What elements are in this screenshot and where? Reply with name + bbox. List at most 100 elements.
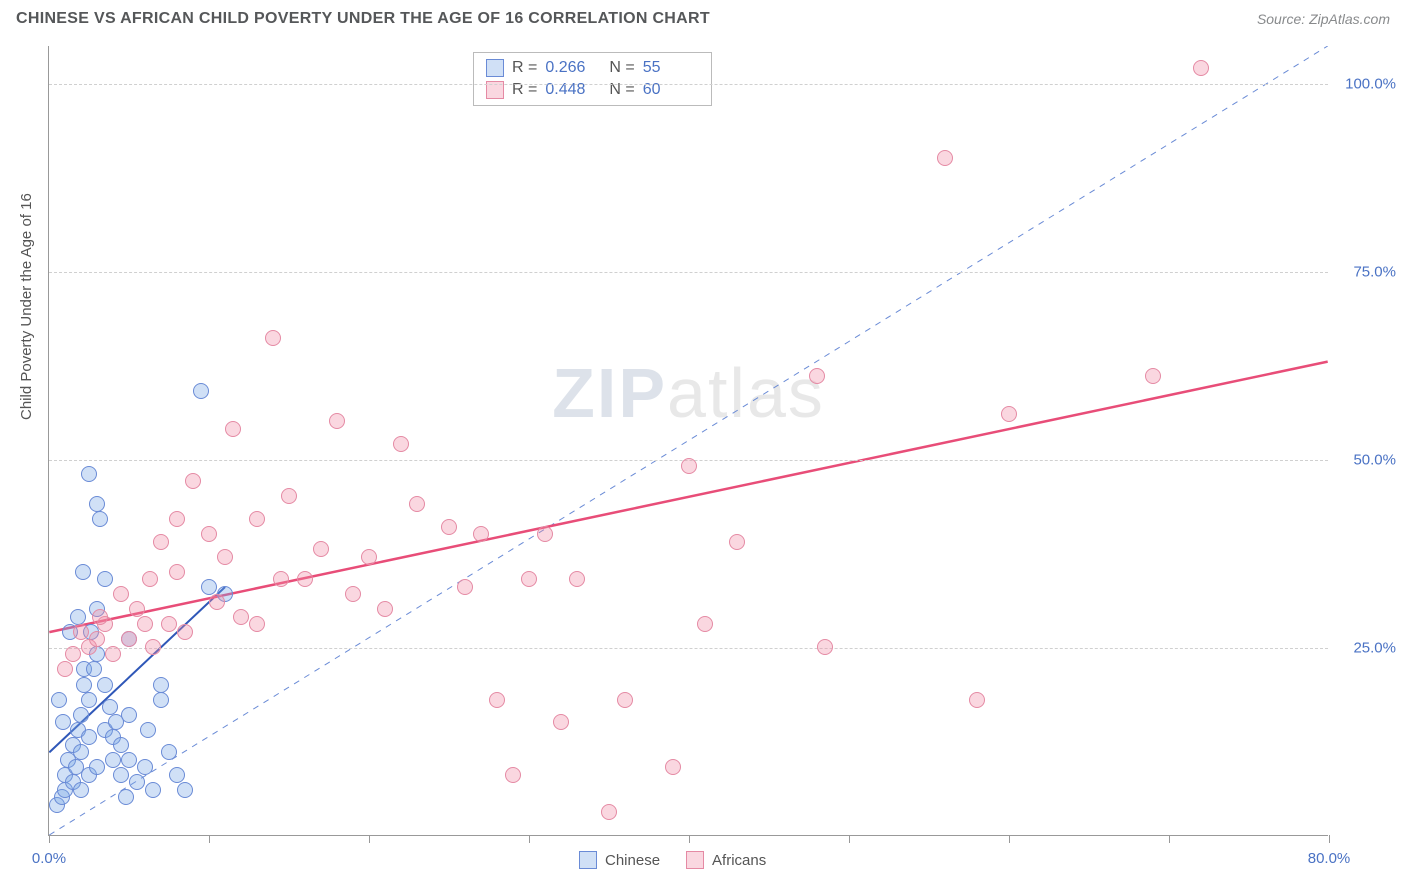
gridline-h xyxy=(49,272,1328,273)
watermark-zip: ZIP xyxy=(552,354,667,432)
watermark: ZIPatlas xyxy=(552,353,825,433)
stats-row-africans: R = 0.448 N = 60 xyxy=(486,79,699,101)
chart-title: CHINESE VS AFRICAN CHILD POVERTY UNDER T… xyxy=(16,10,710,28)
x-tick xyxy=(529,835,530,843)
scatter-point-africans xyxy=(569,571,585,587)
scatter-point-chinese xyxy=(161,744,177,760)
watermark-atlas: atlas xyxy=(667,354,825,432)
scatter-point-africans xyxy=(249,616,265,632)
scatter-point-chinese xyxy=(129,774,145,790)
scatter-point-africans xyxy=(142,571,158,587)
scatter-point-africans xyxy=(681,458,697,474)
chart-line xyxy=(49,46,1327,835)
y-axis-label: Child Poverty Under the Age of 16 xyxy=(18,193,35,420)
x-tick-label: 0.0% xyxy=(32,850,66,867)
scatter-point-africans xyxy=(265,330,281,346)
source-attribution: Source: ZipAtlas.com xyxy=(1257,11,1390,27)
y-tick-label: 75.0% xyxy=(1353,263,1396,280)
x-tick xyxy=(369,835,370,843)
scatter-point-africans xyxy=(297,571,313,587)
scatter-point-africans xyxy=(1001,406,1017,422)
legend-item-chinese: Chinese xyxy=(579,851,660,869)
x-tick xyxy=(849,835,850,843)
legend-label-africans: Africans xyxy=(712,852,766,869)
scatter-point-chinese xyxy=(145,782,161,798)
scatter-point-africans xyxy=(345,586,361,602)
scatter-point-africans xyxy=(233,609,249,625)
scatter-point-chinese xyxy=(86,661,102,677)
scatter-point-africans xyxy=(313,541,329,557)
bottom-legend: Chinese Africans xyxy=(579,851,766,869)
scatter-point-africans xyxy=(489,692,505,708)
scatter-point-africans xyxy=(937,150,953,166)
scatter-point-chinese xyxy=(89,759,105,775)
scatter-point-africans xyxy=(441,519,457,535)
scatter-point-chinese xyxy=(102,699,118,715)
x-tick xyxy=(1169,835,1170,843)
scatter-point-chinese xyxy=(137,759,153,775)
scatter-point-chinese xyxy=(81,466,97,482)
scatter-point-africans xyxy=(105,646,121,662)
scatter-point-africans xyxy=(145,639,161,655)
x-tick xyxy=(49,835,50,843)
scatter-point-chinese xyxy=(51,692,67,708)
scatter-point-chinese xyxy=(73,782,89,798)
scatter-point-africans xyxy=(809,368,825,384)
scatter-point-africans xyxy=(217,549,233,565)
scatter-point-africans xyxy=(505,767,521,783)
scatter-point-africans xyxy=(377,601,393,617)
r-value-0: 0.266 xyxy=(545,59,601,77)
legend-swatch-chinese xyxy=(579,851,597,869)
scatter-point-chinese xyxy=(169,767,185,783)
scatter-point-chinese xyxy=(81,729,97,745)
scatter-point-chinese xyxy=(118,789,134,805)
scatter-point-chinese xyxy=(201,579,217,595)
scatter-point-chinese xyxy=(76,677,92,693)
scatter-point-chinese xyxy=(153,692,169,708)
scatter-point-africans xyxy=(177,624,193,640)
scatter-point-africans xyxy=(201,526,217,542)
x-tick xyxy=(1329,835,1330,843)
scatter-point-chinese xyxy=(105,752,121,768)
x-tick xyxy=(689,835,690,843)
scatter-point-africans xyxy=(225,421,241,437)
gridline-h xyxy=(49,84,1328,85)
scatter-point-chinese xyxy=(75,564,91,580)
stats-legend-box: R = 0.266 N = 55 R = 0.448 N = 60 xyxy=(473,52,712,106)
scatter-point-africans xyxy=(665,759,681,775)
scatter-point-africans xyxy=(92,609,108,625)
x-tick xyxy=(1009,835,1010,843)
chart-line xyxy=(49,362,1327,633)
scatter-point-africans xyxy=(273,571,289,587)
scatter-point-chinese xyxy=(55,714,71,730)
n-label-0: N = xyxy=(609,59,634,77)
scatter-point-africans xyxy=(73,624,89,640)
scatter-point-africans xyxy=(457,579,473,595)
scatter-point-africans xyxy=(185,473,201,489)
scatter-point-africans xyxy=(1193,60,1209,76)
scatter-point-chinese xyxy=(73,744,89,760)
scatter-point-africans xyxy=(121,631,137,647)
y-tick-label: 25.0% xyxy=(1353,639,1396,656)
y-tick-label: 50.0% xyxy=(1353,451,1396,468)
scatter-point-africans xyxy=(153,534,169,550)
chart-lines-svg xyxy=(49,46,1328,835)
scatter-point-chinese xyxy=(70,609,86,625)
scatter-point-chinese xyxy=(193,383,209,399)
scatter-point-africans xyxy=(601,804,617,820)
scatter-point-africans xyxy=(209,594,225,610)
scatter-point-chinese xyxy=(97,677,113,693)
scatter-point-chinese xyxy=(121,752,137,768)
scatter-point-africans xyxy=(65,646,81,662)
scatter-point-africans xyxy=(537,526,553,542)
n-value-0: 55 xyxy=(643,59,699,77)
correlation-chart: ZIPatlas R = 0.266 N = 55 R = 0.448 N = … xyxy=(48,46,1328,836)
scatter-point-chinese xyxy=(97,571,113,587)
scatter-point-africans xyxy=(89,631,105,647)
scatter-point-africans xyxy=(697,616,713,632)
scatter-point-africans xyxy=(473,526,489,542)
scatter-point-africans xyxy=(169,564,185,580)
stats-row-chinese: R = 0.266 N = 55 xyxy=(486,57,699,79)
x-tick-label: 80.0% xyxy=(1308,850,1351,867)
r-label-0: R = xyxy=(512,59,537,77)
